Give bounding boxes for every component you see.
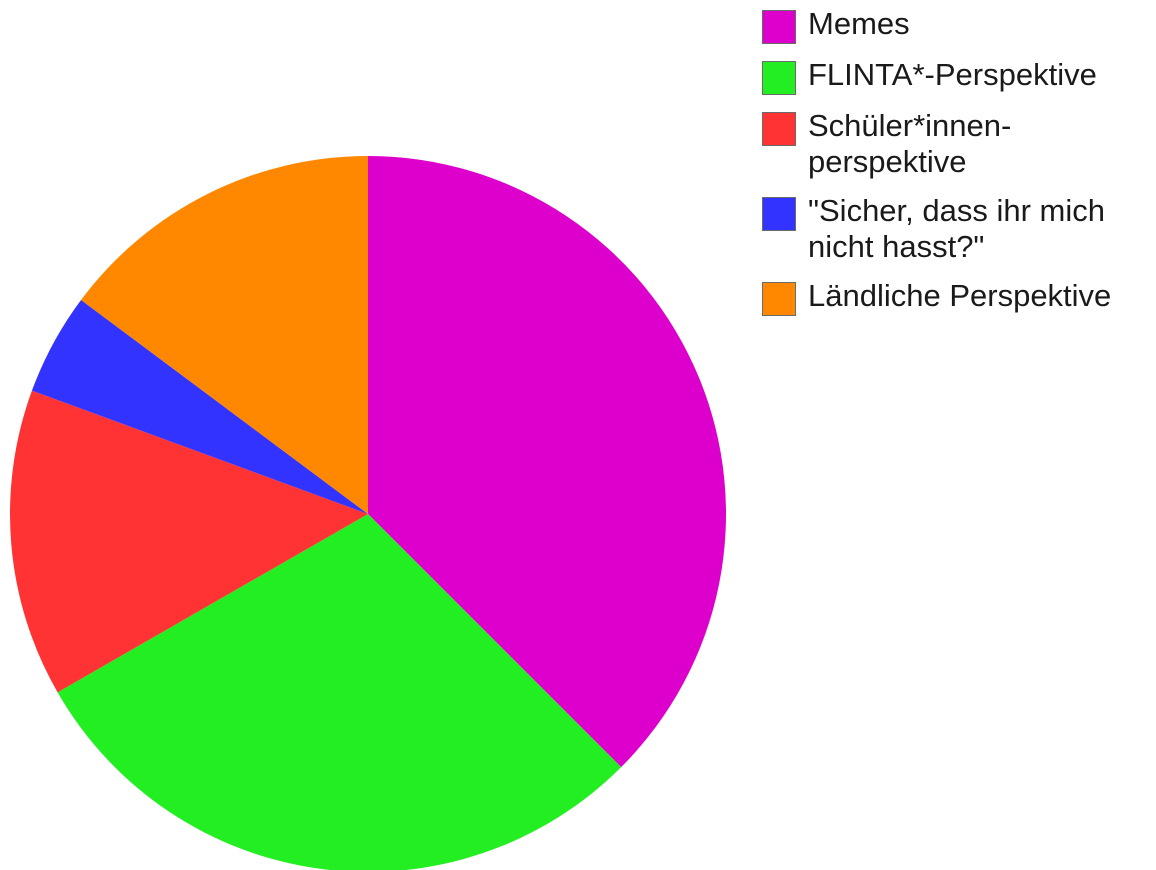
legend-label-flinta: FLINTA*-Perspektive	[808, 57, 1097, 92]
pie-chart	[9, 156, 726, 870]
legend-item-schueler: Schüler*innen- perspektive	[762, 108, 1154, 180]
pie-slice-laendlich	[81, 156, 369, 514]
pie-slice-memes	[368, 156, 726, 768]
pie-slice-sicher	[31, 299, 368, 514]
legend-swatch-schueler	[762, 112, 796, 146]
pie-slice-flinta	[57, 514, 622, 870]
legend-swatch-memes	[762, 10, 796, 44]
legend-label-schueler: Schüler*innen- perspektive	[808, 108, 1012, 179]
legend-item-flinta: FLINTA*-Perspektive	[762, 57, 1154, 95]
legend-label-memes: Memes	[808, 6, 910, 41]
chart-legend: Memes FLINTA*-Perspektive Schüler*innen-…	[762, 6, 1154, 329]
legend-item-laendlich: Ländliche Perspektive	[762, 278, 1154, 316]
legend-item-sicher: "Sicher, dass ihr mich nicht hasst?"	[762, 193, 1154, 265]
pie-slice-schueler	[9, 390, 368, 693]
legend-label-laendlich: Ländliche Perspektive	[808, 278, 1112, 313]
legend-swatch-sicher	[762, 197, 796, 231]
legend-swatch-laendlich	[762, 282, 796, 316]
legend-label-sicher: "Sicher, dass ihr mich nicht hasst?"	[808, 193, 1105, 264]
legend-item-memes: Memes	[762, 6, 1154, 44]
legend-swatch-flinta	[762, 61, 796, 95]
